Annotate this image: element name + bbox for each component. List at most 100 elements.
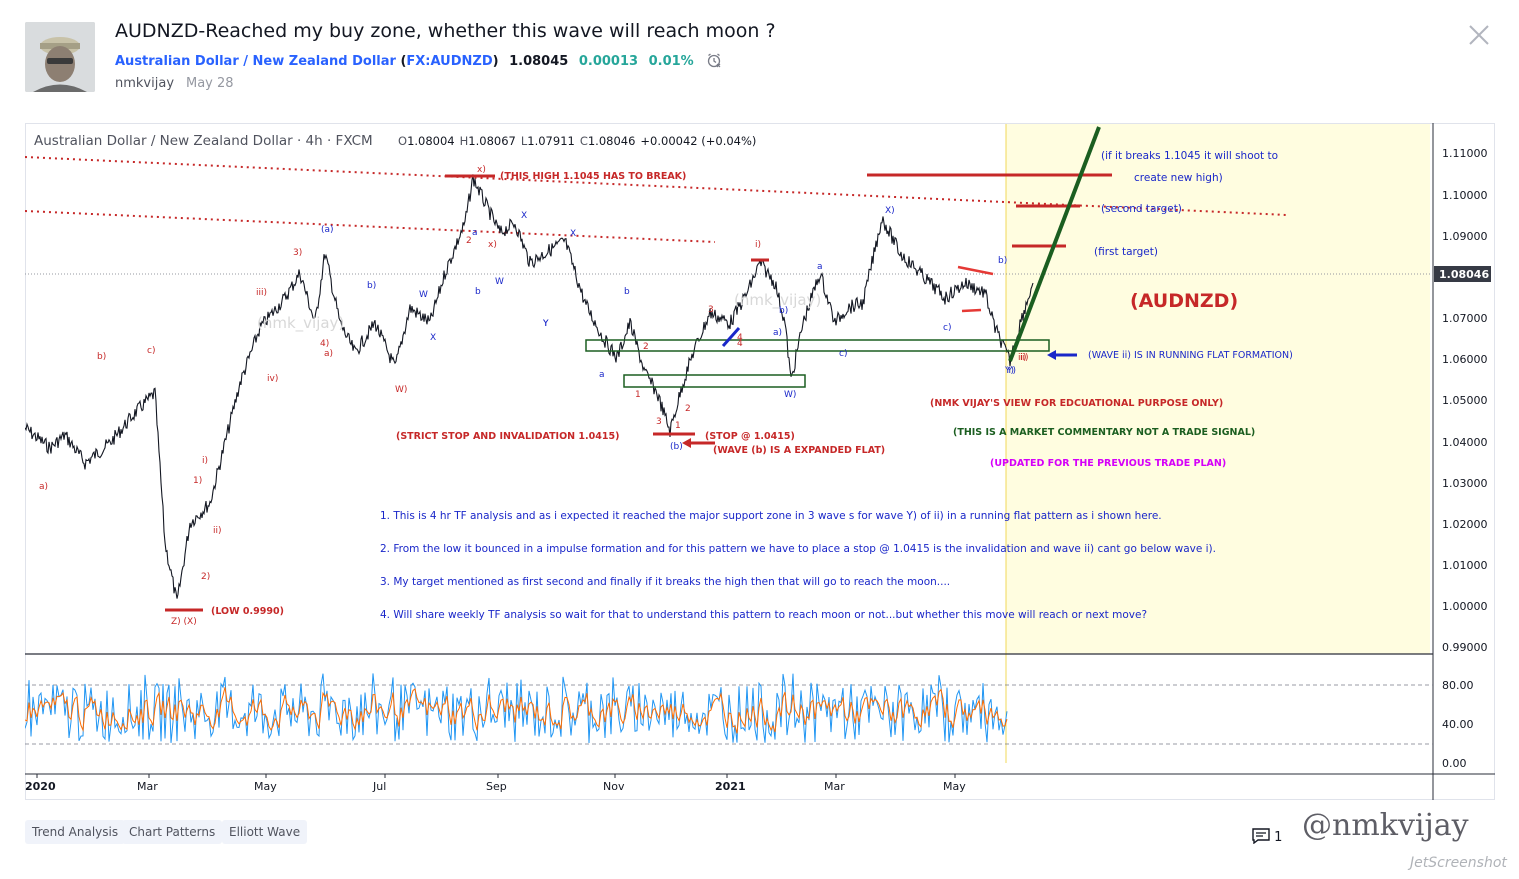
price-tick: 1.01000	[1442, 559, 1488, 572]
symbol-change: 0.00013	[578, 54, 639, 69]
support-zone-box-lower	[623, 374, 806, 388]
oscillator-tick: 0.00	[1442, 757, 1467, 770]
wave-label: 2	[685, 404, 691, 414]
symbol-code: (FX:AUDNZD)	[400, 54, 498, 69]
chart-frame	[25, 123, 1495, 800]
wave-label: X)	[885, 206, 895, 216]
symbol-code-link[interactable]: FX:AUDNZD	[406, 54, 493, 69]
wave-label: (b)	[670, 442, 683, 452]
wave-label: W	[495, 277, 504, 287]
annot-edu: (NMK VIJAY'S VIEW FOR EDCUATIONAL PURPOS…	[930, 398, 1223, 409]
time-tick: May	[943, 780, 966, 793]
wave-label: (a)	[321, 225, 334, 235]
price-tick: 0.99000	[1442, 641, 1488, 654]
ohlc-close: 1.08046	[588, 134, 636, 148]
wave-label: a)	[324, 349, 333, 359]
comments-count: 1	[1274, 830, 1283, 845]
current-price-value: 1.08046	[1439, 268, 1489, 281]
symbol-line: Australian Dollar / New Zealand Dollar (…	[115, 52, 722, 69]
chart-watermark-1: (nmk_vijay)	[257, 314, 344, 333]
chart-symbol-header: Australian Dollar / New Zealand Dollar ·…	[34, 133, 373, 149]
ohlc-high: 1.08067	[468, 134, 516, 148]
price-tick: 1.02000	[1442, 518, 1488, 531]
flat-marker-bottom	[961, 308, 982, 313]
wave-label: a	[472, 228, 478, 238]
symbol-name-link[interactable]: Australian Dollar / New Zealand Dollar	[115, 54, 396, 69]
wave-label: 3	[656, 417, 662, 427]
publish-date: May 28	[186, 76, 234, 91]
symbol-code-close: )	[492, 54, 499, 69]
wave-label: i)	[202, 456, 208, 466]
alert-clock-icon[interactable]	[706, 53, 722, 69]
oscillator-tick: 40.00	[1442, 718, 1474, 731]
time-tick: May	[254, 780, 277, 793]
time-tick: Nov	[603, 780, 625, 793]
jetscreenshot-watermark: JetScreenshot	[1410, 855, 1507, 871]
price-axis[interactable]: 1.11000 1.10000 1.09000 1.07000 1.06000 1.050…	[1442, 147, 1488, 654]
comments-button[interactable]: 1	[1252, 828, 1282, 845]
chart-canvas[interactable]: (THIS HIGH 1.1045 HAS TO BREAK) (STRICT …	[25, 123, 1495, 800]
price-tick: 1.09000	[1442, 230, 1488, 243]
oscillator-tick: 80.00	[1442, 679, 1474, 692]
wave-label: 1	[675, 421, 681, 431]
wave-label: 4	[737, 333, 743, 343]
author-avatar[interactable]	[25, 22, 95, 92]
wave-label: c)	[943, 323, 951, 333]
wave-label: 3)	[293, 248, 302, 258]
ohlc-low: 1.07911	[527, 134, 575, 148]
impulse-marker	[721, 327, 741, 347]
wave-label: iii)	[256, 288, 267, 298]
wave-label: iv)	[267, 374, 278, 384]
tag-elliott-wave[interactable]: Elliott Wave	[222, 820, 308, 844]
price-tick: 1.04000	[1442, 436, 1488, 449]
comment-icon	[1252, 828, 1270, 845]
symbol-price: 1.08045	[509, 54, 569, 69]
time-axis[interactable]: 2020 Mar May Jul Sep Nov 2021 Mar May	[25, 774, 966, 793]
annot-second-target: (second target)	[1101, 203, 1182, 215]
annot-high-break: (THIS HIGH 1.1045 HAS TO BREAK)	[500, 171, 686, 182]
wave-label: 2)	[201, 572, 210, 582]
wave-label: 4	[737, 339, 743, 349]
author-name[interactable]: nmkvijay	[115, 76, 175, 91]
time-tick: Sep	[486, 780, 507, 793]
price-tick: 1.00000	[1442, 600, 1488, 613]
close-icon[interactable]	[1466, 22, 1492, 48]
wave-label: 4)	[320, 339, 329, 349]
price-tick: 1.05000	[1442, 394, 1488, 407]
wave-label: x)	[477, 165, 486, 175]
symbol-change-percent: 0.01%	[648, 54, 694, 69]
oscillator-axis: 80.00 40.00 0.00	[1442, 679, 1474, 770]
wave-label: a)	[773, 328, 782, 338]
tag-trend-analysis[interactable]: Trend Analysis	[25, 820, 126, 844]
tag-chart-patterns[interactable]: Chart Patterns	[122, 820, 223, 844]
idea-title: AUDNZD-Reached my buy zone, whether this…	[115, 20, 776, 42]
time-tick: Mar	[824, 780, 845, 793]
ohlc-open: 1.08004	[407, 134, 455, 148]
wave-label: X	[521, 211, 527, 221]
left-arrow-icon	[1047, 350, 1077, 360]
oscillator-k-line	[25, 673, 1008, 744]
wave-label: ii)	[1018, 353, 1027, 363]
elliott-wave-labels: a) b) c) i) ii) iii) iv) 1) 2) 3) 4) (a) Z) (X) W) X) Y…	[39, 165, 1029, 627]
wave-label: b	[475, 287, 481, 297]
ohlc-l-label: L	[521, 134, 528, 148]
wave-label: 2	[466, 236, 472, 246]
wave-label: a)	[39, 482, 48, 492]
wave-label: 2	[643, 342, 649, 352]
ohlc-c-label: C	[580, 134, 588, 148]
wave-label: x)	[488, 240, 497, 250]
resistance-trendline-upper	[25, 156, 1288, 216]
annot-commentary: (THIS IS A MARKET COMMENTARY NOT A TRADE…	[953, 427, 1255, 438]
ohlc-readout: O1.08004 H1.08067 L1.07911 C1.08046 +0.00042…	[398, 134, 756, 148]
note-2: 2. From the low it bounced in a impulse …	[380, 543, 1216, 555]
wave-label: i)	[755, 240, 761, 250]
time-tick: Mar	[137, 780, 158, 793]
resistance-trendline-lower	[25, 210, 716, 243]
price-tick: 1.06000	[1442, 353, 1488, 366]
price-tick: 1.11000	[1442, 147, 1488, 160]
wave-label: c)	[839, 349, 847, 359]
note-1: 1. This is 4 hr TF analysis and as i exp…	[380, 510, 1162, 522]
wave-label: a	[817, 262, 823, 272]
ohlc-h-label: H	[460, 134, 469, 148]
chart-watermark-2: (nmk_vijay)	[734, 291, 821, 310]
